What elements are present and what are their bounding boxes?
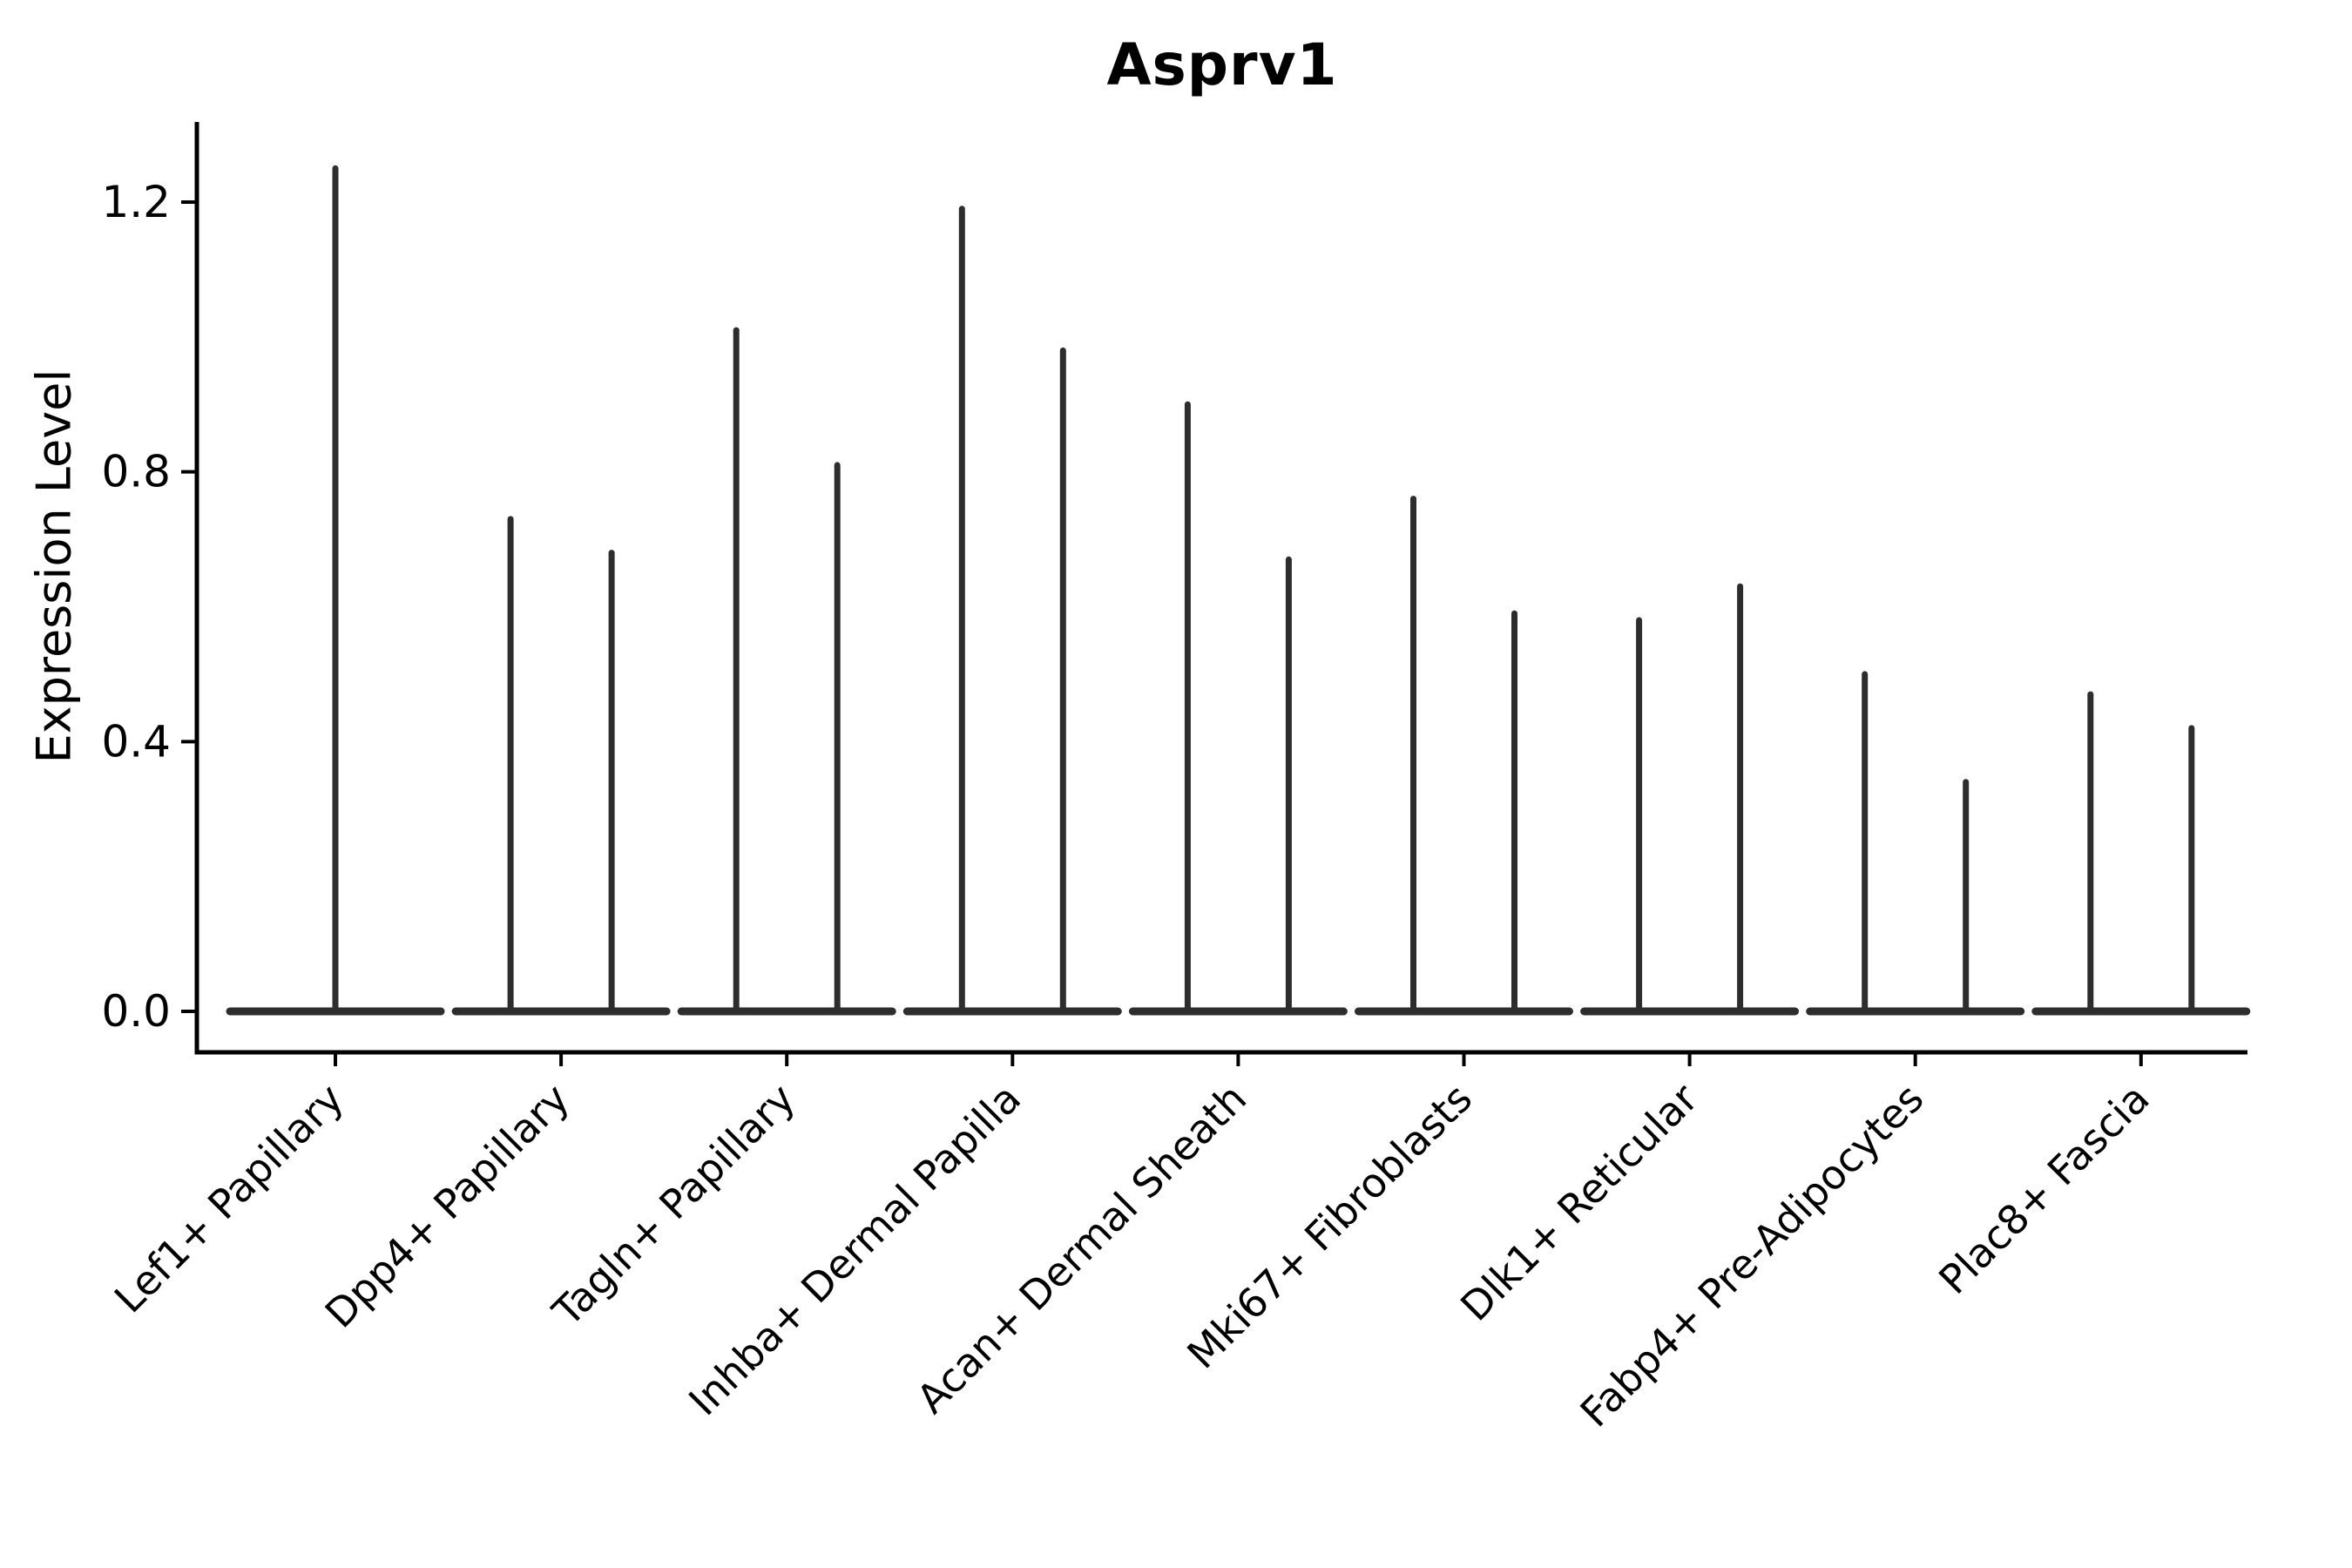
axis-spines [194, 122, 2247, 1055]
x-tick-label: Plac8+ Fascia [1930, 1075, 2158, 1303]
x-tick-label: Lef1+ Papillary [105, 1075, 353, 1322]
chart-title: Asprv1 [1106, 31, 1338, 98]
y-tick-label: 0.8 [101, 447, 171, 497]
x-tick-label: Dlk1+ Reticular [1451, 1075, 1707, 1330]
y-tick-label: 1.2 [101, 177, 171, 227]
x-tick-label: Tagln+ Papillary [543, 1075, 804, 1336]
y-tick-label: 0.0 [101, 986, 171, 1037]
x-tick-label: Dpp4+ Papillary [316, 1075, 578, 1337]
y-tick-label: 0.4 [101, 716, 171, 767]
